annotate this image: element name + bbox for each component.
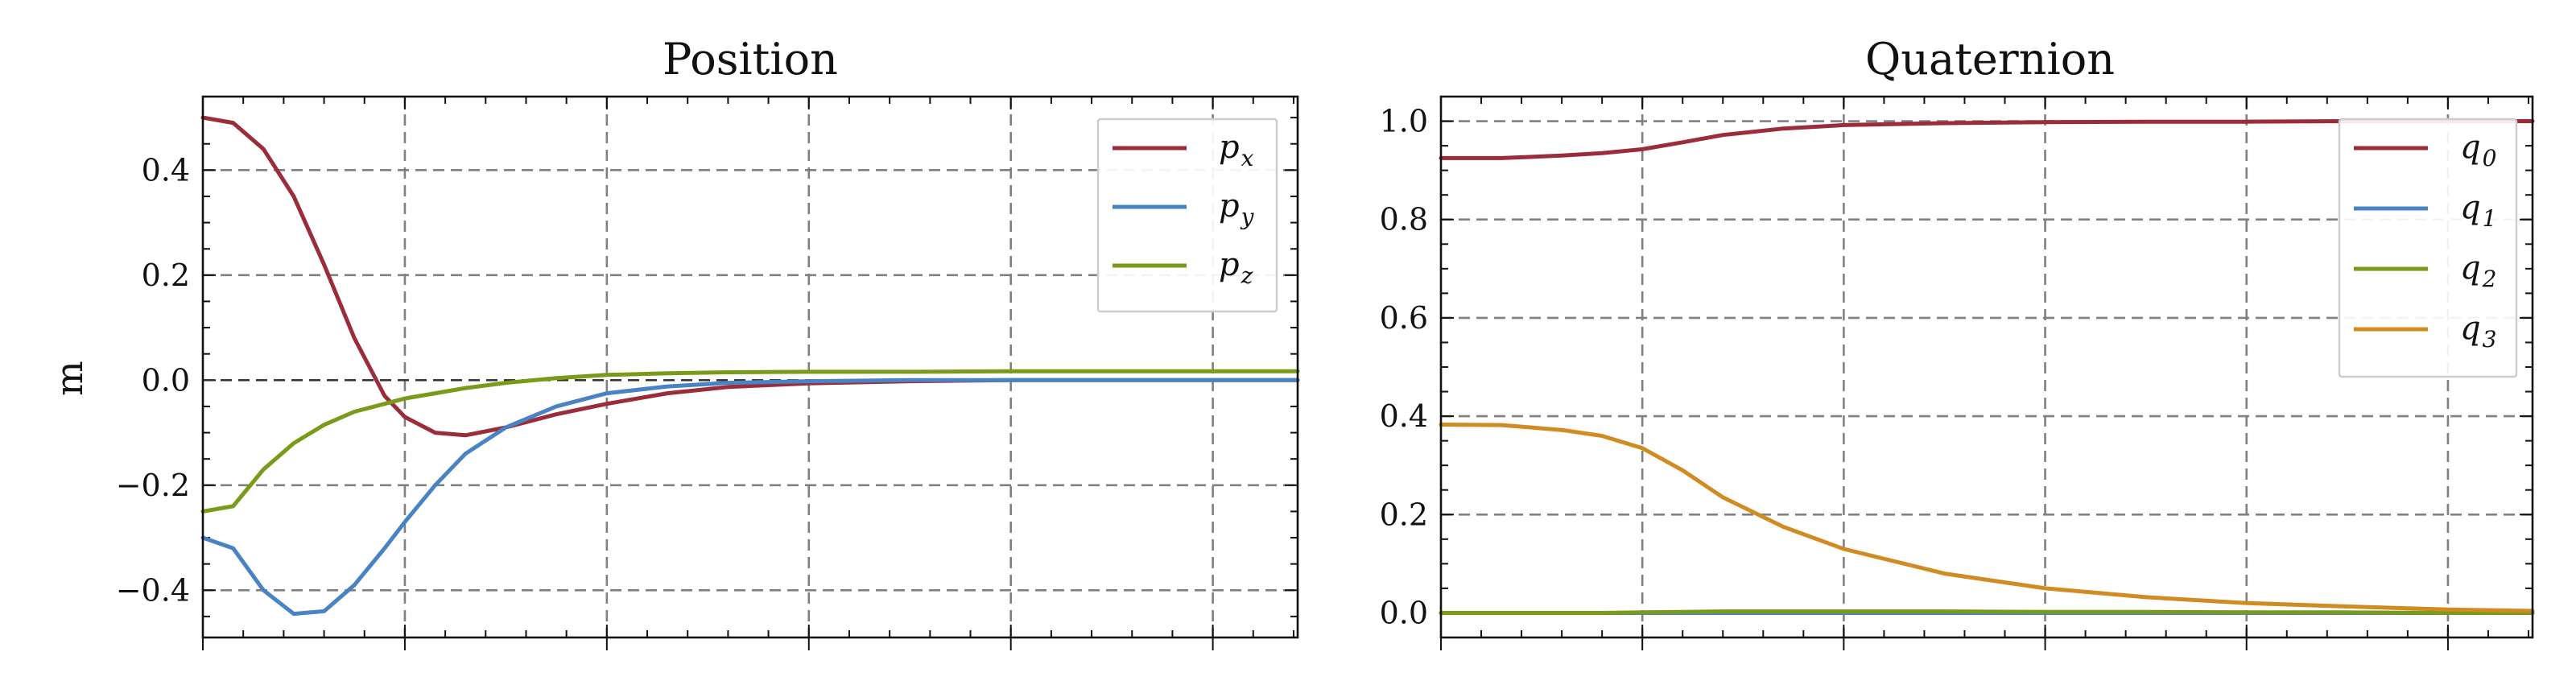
y-tick-label: −0.2 [116, 468, 190, 503]
legend-subscript: 0 [2483, 145, 2497, 171]
plot-frame [1439, 95, 2534, 639]
series-line-q0 [1439, 119, 2535, 160]
legend-subscript: 2 [2482, 266, 2497, 292]
y-tick-label: 0.8 [1380, 202, 1428, 237]
y-tick-label: 0.2 [142, 258, 190, 293]
y-tick-label: 1.0 [1380, 104, 1428, 139]
series-line-py [200, 378, 1300, 617]
position-y-axis-label: m [47, 361, 91, 396]
legend-box [1096, 118, 1278, 313]
y-tick-label: 0.4 [1380, 398, 1428, 434]
legend-subscript: y [1240, 204, 1255, 230]
y-tick-label: 0.4 [142, 152, 190, 188]
series-line-q2 [1439, 609, 2535, 615]
y-tick-label: −0.4 [116, 572, 190, 608]
position-title: Position [663, 34, 838, 85]
legend-subscript: x [1241, 145, 1254, 171]
series-line-pz [200, 369, 1300, 514]
series-line-q3 [1439, 423, 2535, 613]
legend-subscript: 3 [2483, 326, 2497, 353]
y-tick-label: 0.2 [1380, 497, 1428, 532]
y-tick-label: 0.0 [1380, 595, 1428, 630]
quaternion-title: Quaternion [1865, 34, 2115, 85]
legend-label: q2 [2460, 250, 2496, 292]
legend-subscript: z [1241, 262, 1253, 289]
y-tick-label: 0.6 [1380, 300, 1428, 336]
plot-frame [201, 95, 1299, 639]
y-tick-label: 0.0 [142, 362, 190, 398]
legend-box [2338, 118, 2518, 378]
legend-subscript: 1 [2483, 205, 2497, 232]
legend-label: py [1219, 188, 1255, 230]
